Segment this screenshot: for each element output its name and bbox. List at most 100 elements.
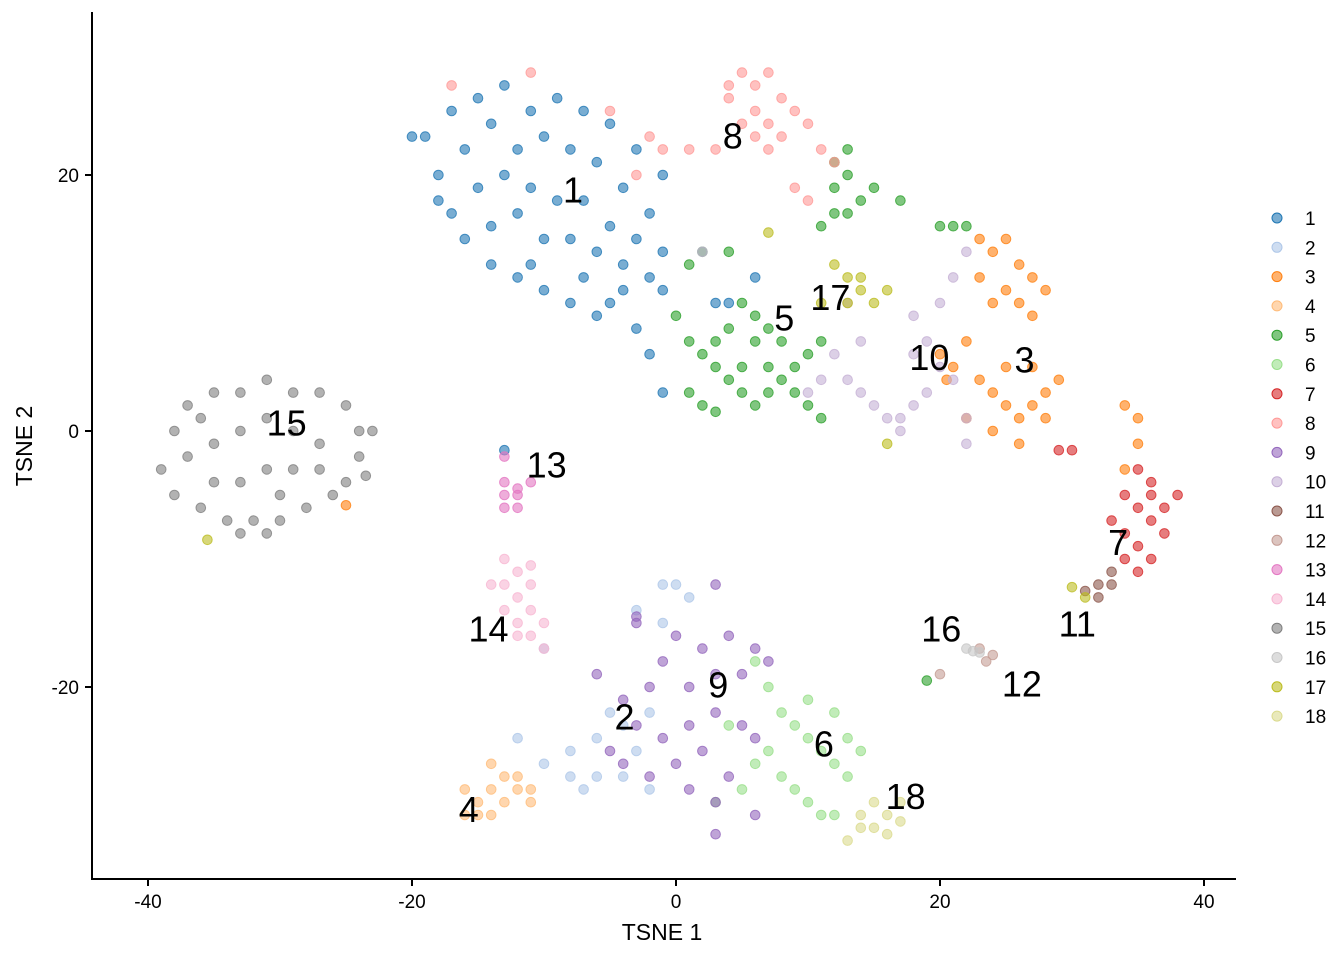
legend-label-11: 11	[1305, 502, 1325, 523]
point-cluster-15	[195, 412, 207, 424]
point-cluster-13	[499, 502, 510, 514]
point-cluster-1	[631, 233, 642, 245]
point-cluster-7	[1132, 540, 1144, 552]
point-cluster-10	[908, 310, 919, 322]
point-cluster-6	[776, 771, 787, 782]
point-cluster-5	[697, 400, 708, 411]
point-cluster-10	[802, 387, 814, 398]
point-cluster-9	[697, 643, 708, 654]
point-cluster-3	[1013, 259, 1025, 270]
point-cluster-9	[644, 771, 655, 782]
legend-key-9	[1271, 446, 1283, 458]
point-cluster-8	[723, 92, 735, 104]
point-cluster-17	[855, 272, 867, 283]
x-tick-label: 20	[929, 892, 950, 913]
point-cluster-15	[340, 400, 352, 411]
point-cluster-15	[287, 464, 299, 475]
point-cluster-4	[459, 809, 471, 821]
point-cluster-7	[1145, 515, 1157, 526]
point-cluster-9	[710, 579, 721, 590]
point-cluster-1	[485, 220, 497, 232]
point-cluster-9	[670, 630, 682, 642]
point-cluster-8	[736, 67, 748, 78]
point-cluster-11	[1093, 579, 1104, 590]
point-cluster-6	[802, 694, 814, 706]
point-cluster-18	[855, 822, 867, 834]
cluster-label-1: 1	[563, 169, 583, 210]
point-cluster-7	[1119, 528, 1131, 539]
point-cluster-1	[657, 284, 669, 296]
legend-key-6	[1271, 359, 1283, 370]
point-cluster-5	[763, 387, 774, 398]
legend-label-3: 3	[1305, 268, 1316, 289]
point-cluster-3	[987, 425, 999, 437]
point-cluster-17	[842, 272, 853, 283]
point-cluster-4	[525, 784, 537, 795]
point-cluster-6	[749, 758, 761, 770]
point-cluster-10	[842, 374, 853, 386]
point-cluster-2	[657, 579, 669, 590]
legend-key-16	[1271, 652, 1283, 663]
legend-label-6: 6	[1305, 356, 1316, 377]
point-cluster-3	[987, 246, 999, 258]
point-cluster-15	[314, 464, 325, 475]
point-cluster-9	[749, 732, 761, 744]
point-cluster-4	[485, 784, 497, 795]
point-cluster-1	[512, 272, 523, 283]
point-cluster-6	[842, 732, 853, 744]
point-cluster-7	[1145, 476, 1157, 488]
point-cluster-6	[789, 784, 801, 795]
point-cluster-2	[591, 732, 603, 744]
point-cluster-15	[208, 476, 220, 488]
point-cluster-3	[1000, 361, 1012, 373]
point-cluster-18	[868, 796, 880, 808]
point-cluster-14	[525, 560, 537, 571]
cluster-label-15: 15	[267, 402, 307, 443]
point-cluster-13	[525, 476, 537, 488]
point-cluster-1	[406, 131, 418, 142]
legend-label-17: 17	[1305, 678, 1326, 699]
point-cluster-7	[1132, 464, 1144, 475]
point-cluster-15	[314, 387, 325, 398]
point-cluster-6	[763, 745, 774, 757]
point-cluster-10	[947, 374, 959, 386]
point-cluster-1	[459, 144, 471, 155]
point-cluster-1	[631, 323, 642, 334]
point-cluster-3	[1119, 464, 1131, 475]
point-cluster-5	[921, 675, 933, 686]
point-cluster-6	[736, 784, 748, 795]
point-cluster-1	[433, 195, 444, 206]
point-cluster-15	[274, 515, 286, 526]
point-cluster-2	[631, 745, 642, 757]
x-tick-label: 0	[671, 892, 682, 913]
point-cluster-10	[895, 412, 906, 424]
point-cluster-15	[169, 489, 180, 501]
point-cluster-1	[538, 284, 550, 296]
point-cluster-5	[842, 144, 853, 155]
x-axis-label: TSNE 1	[622, 919, 703, 945]
point-cluster-8	[710, 144, 721, 155]
legend-key-3	[1271, 271, 1283, 283]
point-cluster-17	[202, 534, 213, 546]
legend-label-10: 10	[1305, 473, 1326, 494]
point-cluster-10	[855, 336, 867, 347]
point-cluster-10	[908, 348, 919, 360]
point-cluster-1	[419, 131, 431, 142]
point-cluster-5	[723, 323, 735, 334]
point-cluster-15	[235, 528, 246, 539]
point-cluster-9	[617, 694, 629, 706]
point-cluster-12	[980, 656, 992, 667]
point-cluster-9	[710, 796, 721, 808]
point-cluster-1	[538, 233, 550, 245]
point-cluster-5	[736, 361, 748, 373]
point-cluster-5	[802, 348, 814, 360]
point-cluster-14	[512, 566, 523, 578]
point-cluster-5	[802, 400, 814, 411]
point-cluster-9	[736, 720, 748, 731]
point-cluster-15	[261, 464, 273, 475]
legend-key-8	[1271, 417, 1283, 429]
point-cluster-1	[565, 297, 576, 309]
cluster-label-5: 5	[774, 297, 794, 338]
point-cluster-2	[604, 707, 616, 718]
point-cluster-15	[327, 489, 339, 501]
